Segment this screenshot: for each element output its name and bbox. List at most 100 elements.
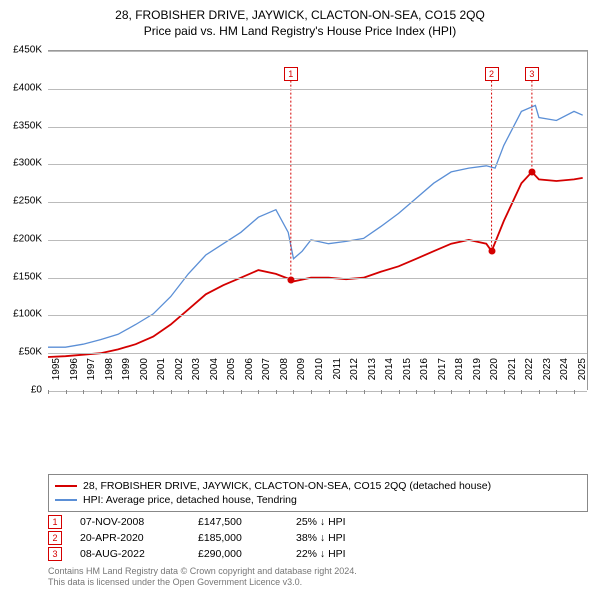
y-axis-label: £450K [0, 45, 42, 56]
y-axis-label: £100K [0, 309, 42, 320]
x-axis-label: 1999 [121, 358, 132, 394]
x-tick [329, 390, 330, 394]
x-axis-label: 2002 [174, 358, 185, 394]
x-axis-label: 1997 [86, 358, 97, 394]
gridline [48, 164, 587, 165]
x-axis-label: 2009 [296, 358, 307, 394]
x-tick [469, 390, 470, 394]
x-tick [293, 390, 294, 394]
x-axis-label: 2011 [332, 358, 343, 394]
x-tick [276, 390, 277, 394]
x-tick [381, 390, 382, 394]
event-marker: 3 [48, 547, 62, 561]
x-axis-label: 2001 [156, 358, 167, 394]
x-tick [451, 390, 452, 394]
x-axis-label: 2003 [191, 358, 202, 394]
line-svg [48, 51, 588, 391]
x-axis-label: 2005 [226, 358, 237, 394]
legend-row: HPI: Average price, detached house, Tend… [55, 493, 581, 507]
x-axis-label: 2023 [542, 358, 553, 394]
marker-box-3: 3 [525, 67, 539, 81]
x-tick [66, 390, 67, 394]
x-axis-label: 2021 [507, 358, 518, 394]
x-axis-label: 2013 [367, 358, 378, 394]
x-tick [311, 390, 312, 394]
legend-swatch [55, 499, 77, 500]
event-diff: 38% ↓ HPI [296, 532, 396, 544]
x-axis-label: 2025 [577, 358, 588, 394]
y-axis-label: £400K [0, 82, 42, 93]
attribution: Contains HM Land Registry data © Crown c… [48, 566, 588, 588]
event-date: 08-AUG-2022 [80, 548, 180, 560]
x-tick [504, 390, 505, 394]
x-axis-label: 2020 [489, 358, 500, 394]
x-tick [136, 390, 137, 394]
chart-container: 28, FROBISHER DRIVE, JAYWICK, CLACTON-ON… [0, 0, 600, 590]
x-axis-label: 2019 [472, 358, 483, 394]
legend-label: HPI: Average price, detached house, Tend… [83, 494, 297, 506]
x-axis-label: 2000 [139, 358, 150, 394]
gridline [48, 51, 587, 52]
x-axis-label: 1996 [69, 358, 80, 394]
chart-subtitle: Price paid vs. HM Land Registry's House … [0, 22, 600, 38]
x-tick [539, 390, 540, 394]
legend-row: 28, FROBISHER DRIVE, JAYWICK, CLACTON-ON… [55, 479, 581, 493]
gridline [48, 202, 587, 203]
y-axis-label: £50K [0, 347, 42, 358]
chart-title: 28, FROBISHER DRIVE, JAYWICK, CLACTON-ON… [0, 0, 600, 22]
y-axis-label: £350K [0, 120, 42, 131]
x-axis-label: 2006 [244, 358, 255, 394]
gridline [48, 240, 587, 241]
event-price: £185,000 [198, 532, 278, 544]
gridline [48, 278, 587, 279]
chart-area: 123 £0£50K£100K£150K£200K£250K£300K£350K… [48, 50, 588, 430]
event-price: £290,000 [198, 548, 278, 560]
x-tick [346, 390, 347, 394]
event-marker: 1 [48, 515, 62, 529]
legend-label: 28, FROBISHER DRIVE, JAYWICK, CLACTON-ON… [83, 480, 491, 492]
x-tick [364, 390, 365, 394]
x-axis-label: 2014 [384, 358, 395, 394]
gridline [48, 353, 587, 354]
x-axis-label: 2018 [454, 358, 465, 394]
legend: 28, FROBISHER DRIVE, JAYWICK, CLACTON-ON… [48, 474, 588, 512]
x-axis-label: 2008 [279, 358, 290, 394]
attribution-line1: Contains HM Land Registry data © Crown c… [48, 566, 588, 577]
legend-swatch [55, 485, 77, 487]
event-row: 3 08-AUG-2022 £290,000 22% ↓ HPI [48, 546, 588, 562]
event-diff: 22% ↓ HPI [296, 548, 396, 560]
event-diff: 25% ↓ HPI [296, 516, 396, 528]
y-axis-label: £300K [0, 158, 42, 169]
x-tick [574, 390, 575, 394]
y-axis-label: £0 [0, 385, 42, 396]
y-axis-label: £150K [0, 271, 42, 282]
y-axis-label: £200K [0, 233, 42, 244]
y-axis-label: £250K [0, 196, 42, 207]
x-tick [258, 390, 259, 394]
x-tick [188, 390, 189, 394]
x-tick [101, 390, 102, 394]
x-axis-label: 2007 [261, 358, 272, 394]
x-tick [206, 390, 207, 394]
x-tick [241, 390, 242, 394]
x-tick [434, 390, 435, 394]
event-row: 107-NOV-2008£147,50025% ↓ HPI [48, 514, 588, 530]
x-axis-label: 1995 [51, 358, 62, 394]
x-tick [153, 390, 154, 394]
event-row: 2 20-APR-2020 £185,000 38% ↓ HPI [48, 530, 588, 546]
x-axis-label: 2024 [559, 358, 570, 394]
marker-dot-2 [488, 248, 495, 255]
gridline [48, 315, 587, 316]
event-marker: 2 [48, 531, 62, 545]
x-axis-label: 2015 [402, 358, 413, 394]
gridline [48, 127, 587, 128]
x-axis-label: 2016 [419, 358, 430, 394]
marker-dot-1 [287, 276, 294, 283]
x-tick [83, 390, 84, 394]
x-tick [118, 390, 119, 394]
event-date: 20-APR-2020 [80, 532, 180, 544]
x-axis-label: 2012 [349, 358, 360, 394]
marker-box-1: 1 [284, 67, 298, 81]
events-table: 107-NOV-2008£147,50025% ↓ HPI2 20-APR-202… [48, 514, 588, 562]
x-tick [48, 390, 49, 394]
